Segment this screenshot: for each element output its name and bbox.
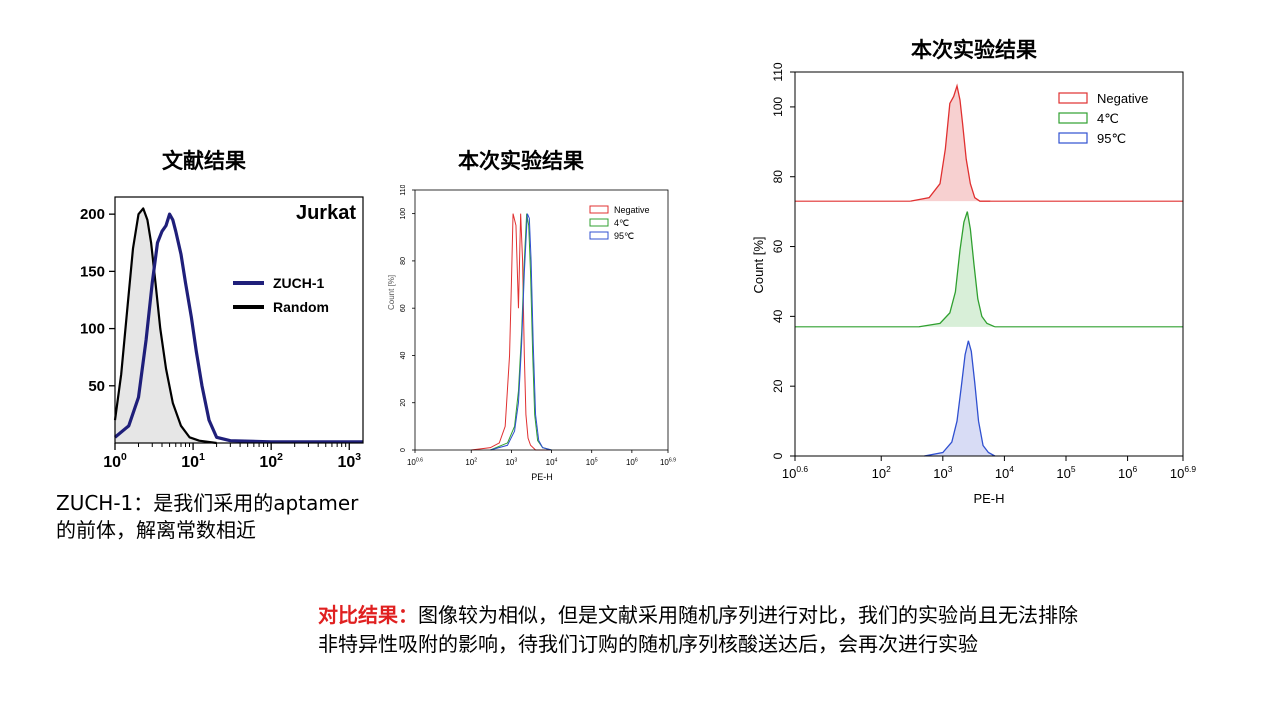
legend-label-95c: 95℃: [614, 231, 634, 241]
y-tick-label: 50: [88, 378, 105, 395]
series-line-negative: [471, 213, 552, 451]
series-fill-95c: [924, 340, 995, 456]
y-tick-label: 100: [80, 321, 105, 338]
y-tick-label: 60: [771, 240, 785, 254]
legend-swatch-4c: [589, 218, 609, 227]
x-tick-label: 104: [546, 457, 558, 467]
x-tick-label: 106.9: [660, 457, 676, 467]
small-series-layer: [471, 213, 552, 451]
small-legend: Negative 4℃ 95℃: [589, 205, 650, 241]
y-tick-label: 0: [400, 448, 407, 452]
conclusion-text: 图像较为相似，但是文献采用随机序列进行对比，我们的实验尚且无法排除非特异性吸附的…: [318, 603, 1078, 656]
x-tick-label: 104: [995, 464, 1014, 481]
series-line-95c: [924, 340, 996, 457]
literature-histogram: 100 101 102 103 50 100 150 200 Jurkat ZUCH-1 Ra…: [80, 196, 364, 471]
literature-fill-layer: [115, 208, 217, 443]
middle-chart-title: 本次实验结果: [458, 149, 584, 173]
legend-label-95c-large: 95℃: [1097, 131, 1126, 146]
series-line-4c: [918, 211, 996, 328]
y-tick-label: 40: [400, 351, 407, 359]
series-line-negative: [910, 83, 991, 202]
x-tick-label: 102: [259, 452, 283, 471]
x-tick-label: 105: [1056, 464, 1075, 481]
legend-swatch-negative-large: [1058, 92, 1088, 104]
y-tick-label: 80: [771, 170, 785, 184]
legend-label-negative-large: Negative: [1097, 91, 1148, 106]
legend-label-4c-large: 4℃: [1097, 111, 1119, 126]
y-tick-label: 100: [771, 97, 785, 117]
conclusion-block: 对比结果：图像较为相似，但是文献采用随机序列进行对比，我们的实验尚且无法排除非特…: [318, 601, 1078, 659]
legend-label-zuch-1: ZUCH-1: [273, 275, 325, 291]
x-tick-label: 100.6: [782, 464, 809, 481]
x-tick-label: 103: [933, 464, 952, 481]
legend-swatch-95c: [589, 231, 609, 240]
series-fill-negative: [910, 85, 991, 202]
legend-label-random: Random: [273, 299, 329, 315]
y-tick-label: 110: [771, 62, 785, 81]
literature-series-layer: [113, 207, 363, 445]
y-tick-label: 0: [771, 452, 785, 459]
legend-swatch-negative: [589, 205, 609, 214]
y-tick-label: 60: [400, 304, 407, 312]
x-tick-label: 105: [586, 457, 598, 467]
overlay-plot-frame: [794, 71, 1184, 457]
experiment-histogram-small: 100.6 102 103 104 105 106 106.9 0 20 40 60 80 100 110…: [387, 185, 676, 482]
experiment-histogram-overlay: 100.6 102 103 104 105 106 106.9 0 20 40 60 80 100 110…: [751, 62, 1196, 506]
overlay-y-axis-label: Count [%]: [751, 236, 766, 293]
zuch-caption: ZUCH-1：是我们采用的aptamer 的前体，解离常数相近: [56, 490, 358, 544]
small-plot-frame: [414, 189, 669, 451]
x-tick-label: 106: [626, 457, 638, 467]
legend-swatch-95c-large: [1058, 132, 1088, 144]
y-tick-label: 20: [771, 379, 785, 393]
literature-panel-label: Jurkat: [296, 202, 356, 224]
conclusion-label: 对比结果：: [318, 603, 418, 627]
legend-swatch-4c-large: [1058, 112, 1088, 124]
x-tick-label: 103: [337, 452, 361, 471]
y-tick-label: 150: [80, 263, 105, 280]
right-chart-title: 本次实验结果: [911, 38, 1037, 62]
small-x-axis-label: PE-H: [531, 472, 553, 482]
y-tick-label: 110: [400, 185, 407, 196]
literature-plot-frame: [114, 196, 364, 444]
x-tick-label: 101: [181, 452, 205, 471]
left-chart-title: 文献结果: [162, 149, 246, 173]
small-ticks-layer: 100.6 102 103 104 105 106 106.9 0 20 40 60 80 100 110: [400, 185, 676, 467]
y-tick-label: 200: [80, 206, 105, 223]
y-tick-label: 80: [400, 257, 407, 265]
series-line-4c: [490, 213, 552, 451]
x-tick-label: 102: [465, 457, 477, 467]
overlay-ticks-layer: 100.6 102 103 104 105 106 106.9 0 20 40 60 80 100 110: [771, 62, 1196, 481]
x-tick-label: 100.6: [407, 457, 423, 467]
y-tick-label: 20: [400, 399, 407, 407]
series-line-zuch-1: [113, 212, 363, 444]
legend-label-negative: Negative: [614, 205, 650, 215]
series-line-95c: [490, 213, 552, 451]
caption-line-1: ZUCH-1：是我们采用的aptamer: [56, 491, 359, 515]
overlay-series-layer: [795, 83, 1183, 457]
x-tick-label: 103: [505, 457, 517, 467]
small-ylabel-hidden: Count [%]: [387, 275, 396, 310]
overlay-x-axis-label: PE-H: [973, 491, 1004, 506]
overlay-legend: Negative 4℃ 95℃: [1058, 91, 1148, 146]
series-fill-random: [115, 208, 217, 443]
literature-ticks-layer: 100 101 102 103 50 100 150 200: [80, 206, 361, 471]
x-tick-label: 102: [872, 464, 891, 481]
y-tick-label: 40: [771, 309, 785, 323]
x-tick-label: 100: [103, 452, 127, 471]
series-fill-4c: [918, 211, 995, 327]
caption-line-2: 的前体，解离常数相近: [56, 518, 256, 542]
x-tick-label: 106: [1118, 464, 1137, 481]
x-tick-label: 106.9: [1170, 464, 1197, 481]
legend-label-4c: 4℃: [614, 218, 629, 228]
y-tick-label: 100: [400, 208, 407, 220]
